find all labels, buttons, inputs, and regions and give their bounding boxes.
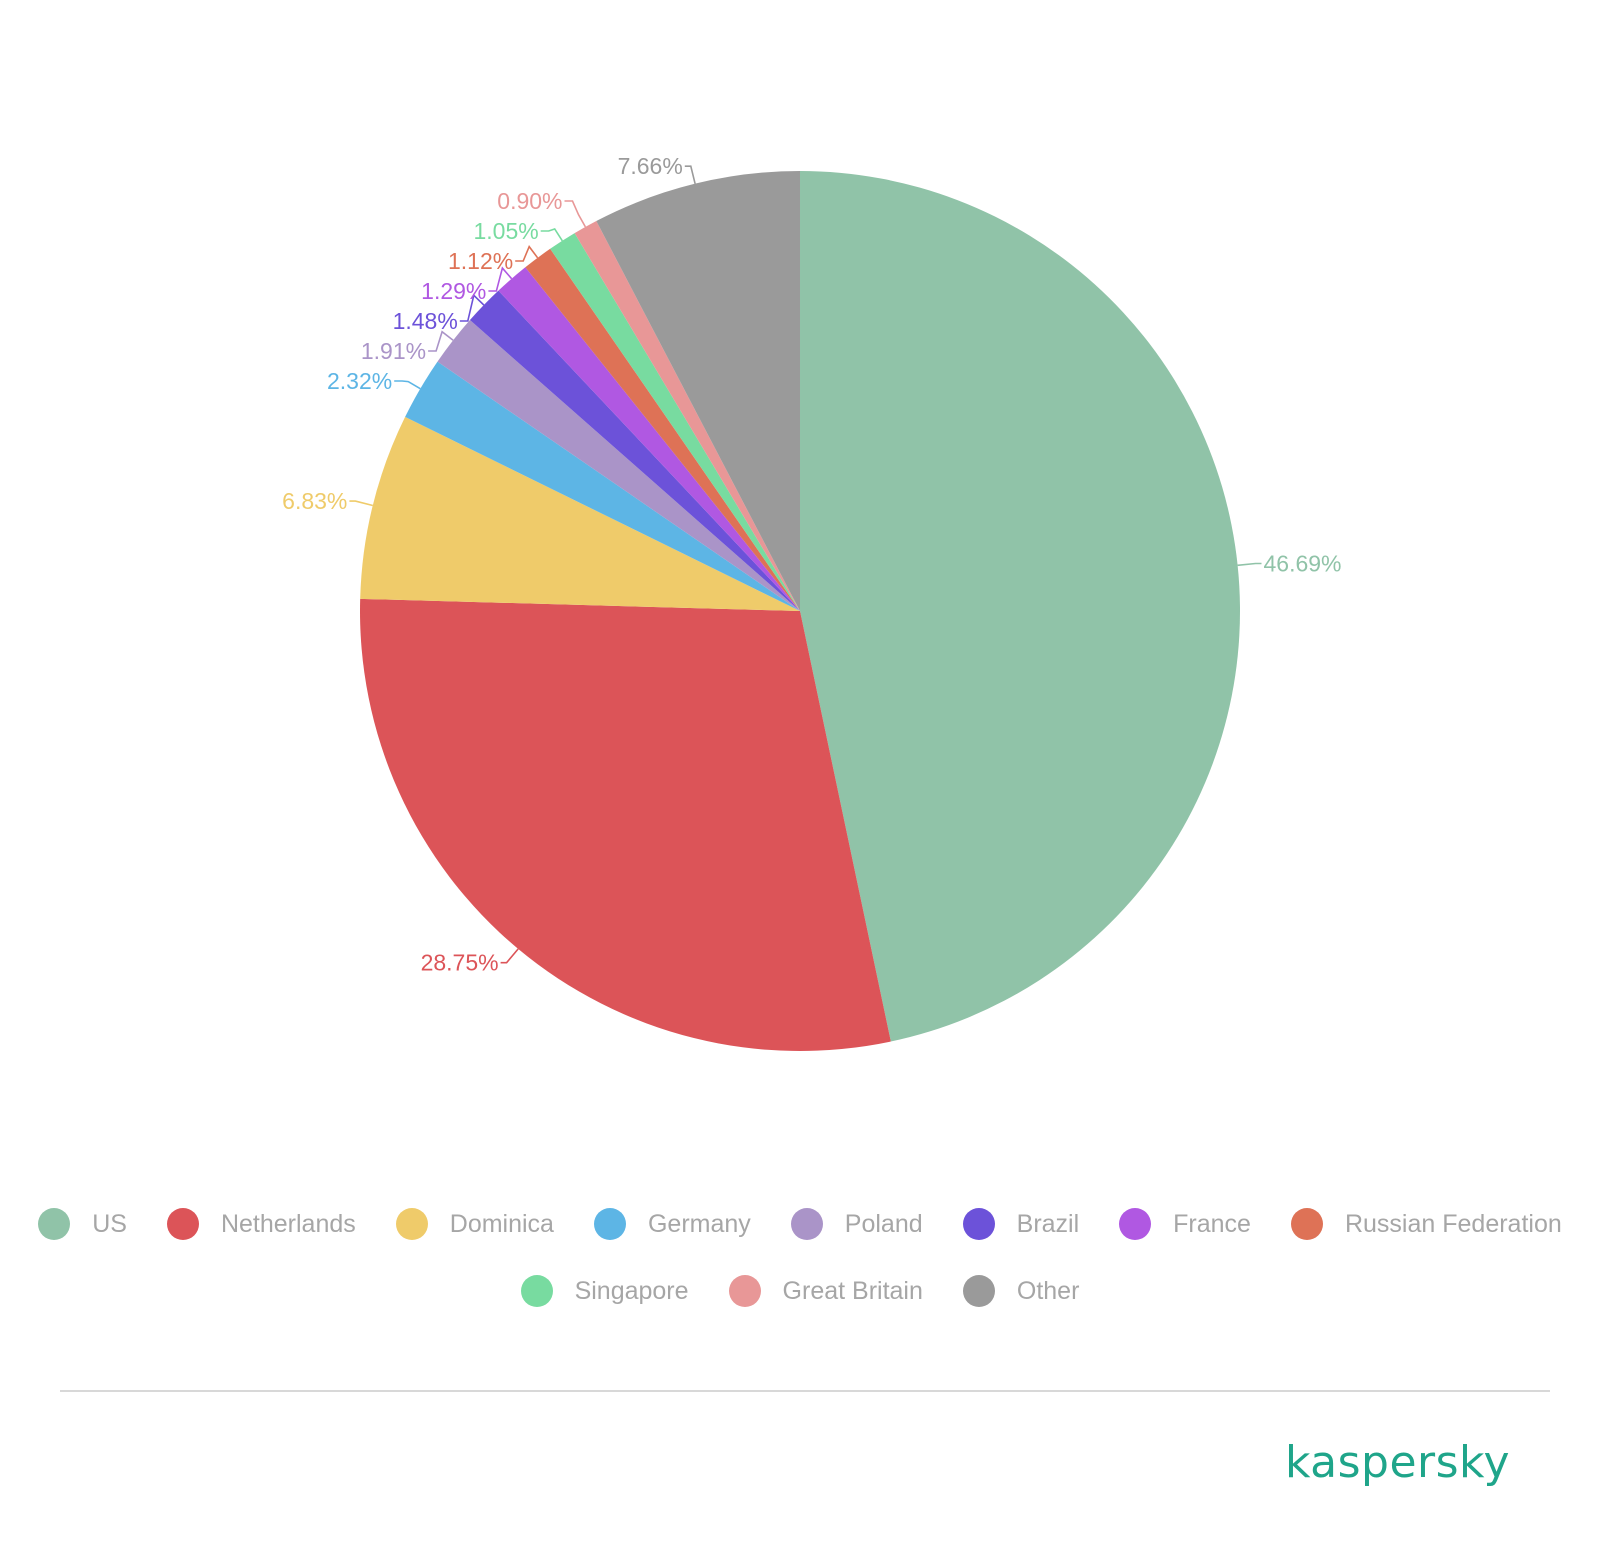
legend-label-germany: Germany xyxy=(647,1209,751,1238)
legend-label-other: Other xyxy=(1016,1276,1080,1305)
legend-item-dominica: Dominica xyxy=(395,1208,554,1240)
leader-line-dominica xyxy=(349,500,373,507)
pie-data-labels: 46.69% 28.75% 6.83% 2.32% 1.91% 1.48% 1.29% 1.1… xyxy=(282,153,1341,976)
legend-swatch-russian-federation xyxy=(1290,1208,1323,1240)
pie-leader-lines xyxy=(349,165,1262,964)
data-label-singapore: 1.05% xyxy=(473,218,538,244)
pie-slice-great-britain xyxy=(574,220,800,612)
legend-label-poland: Poland xyxy=(844,1209,923,1238)
data-label-germany: 2.32% xyxy=(327,368,392,394)
leader-line-great-britain xyxy=(564,200,587,228)
legend-swatch-brazil xyxy=(962,1208,995,1240)
legend-label-great-britain: Great Britain xyxy=(782,1276,923,1305)
data-label-us: 46.69% xyxy=(1264,551,1342,577)
legend-label-brazil: Brazil xyxy=(1016,1209,1080,1238)
pie-slice-netherlands xyxy=(360,598,891,1052)
legend-item-us: US xyxy=(38,1208,127,1240)
data-label-russian-federation: 1.12% xyxy=(448,248,513,274)
kaspersky-logo: kaspersky xyxy=(1284,1437,1510,1488)
legend-swatch-germany xyxy=(593,1208,626,1240)
legend-label-singapore: Singapore xyxy=(574,1276,689,1305)
legend-item-other: Other xyxy=(962,1275,1080,1307)
legend-row-1: US Netherlands Dominica Germany Poland Brazil… xyxy=(0,1208,1600,1240)
pie-slices xyxy=(360,171,1241,1052)
pie-slice-poland xyxy=(437,320,800,611)
legend-label-russian-federation: Russian Federation xyxy=(1344,1209,1562,1238)
data-label-great-britain: 0.90% xyxy=(497,188,562,214)
legend-label-netherlands: Netherlands xyxy=(220,1209,356,1238)
legend-swatch-dominica xyxy=(395,1208,428,1240)
legend-item-brazil: Brazil xyxy=(962,1208,1080,1240)
leader-line-france xyxy=(488,266,513,292)
legend-item-poland: Poland xyxy=(790,1208,923,1240)
legend-item-netherlands: Netherlands xyxy=(166,1208,356,1240)
legend-item-singapore: Singapore xyxy=(520,1275,689,1307)
data-label-poland: 1.91% xyxy=(361,338,426,364)
data-label-other: 7.66% xyxy=(618,153,683,179)
pie-slice-france xyxy=(498,267,800,611)
data-label-dominica: 6.83% xyxy=(282,488,347,514)
legend-swatch-poland xyxy=(790,1208,823,1240)
leader-line-russian-federation xyxy=(515,245,539,262)
pie-slice-germany xyxy=(405,361,800,611)
legend-swatch-great-britain xyxy=(728,1275,761,1307)
legend-row-2: Singapore Great Britain Other xyxy=(0,1275,1600,1307)
leader-line-poland xyxy=(428,330,454,352)
data-label-france: 1.29% xyxy=(421,278,486,304)
leader-line-other xyxy=(684,165,696,184)
legend-item-russian-federation: Russian Federation xyxy=(1290,1208,1562,1240)
legend-item-great-britain: Great Britain xyxy=(728,1275,923,1307)
data-label-netherlands: 28.75% xyxy=(421,950,499,976)
legend-swatch-us xyxy=(38,1208,71,1240)
legend-swatch-other xyxy=(962,1275,995,1307)
legend-item-germany: Germany xyxy=(593,1208,751,1240)
legend-label-dominica: Dominica xyxy=(449,1209,554,1238)
pie-slice-brazil xyxy=(469,290,800,611)
leader-line-singapore xyxy=(540,228,563,242)
leader-line-germany xyxy=(394,380,421,390)
legend-swatch-singapore xyxy=(520,1275,553,1307)
pie-chart: 46.69% 28.75% 6.83% 2.32% 1.91% 1.48% 1.29% 1.1… xyxy=(282,153,1342,1052)
leader-line-us xyxy=(1237,562,1262,567)
leader-line-brazil xyxy=(459,293,485,322)
pie-slice-dominica xyxy=(360,416,800,611)
legend-item-france: France xyxy=(1119,1208,1251,1240)
footer-divider xyxy=(60,1390,1550,1392)
legend-label-us: US xyxy=(92,1209,127,1238)
legend-label-france: France xyxy=(1173,1209,1251,1238)
leader-line-netherlands xyxy=(500,948,519,964)
pie-slice-singapore xyxy=(550,233,800,611)
pie-slice-other xyxy=(596,171,800,611)
pie-slice-us xyxy=(800,171,1241,1042)
pie-slice-russian-federation xyxy=(525,248,800,612)
legend-swatch-france xyxy=(1119,1208,1152,1240)
data-label-brazil: 1.48% xyxy=(393,308,458,334)
legend-swatch-netherlands xyxy=(166,1208,199,1240)
